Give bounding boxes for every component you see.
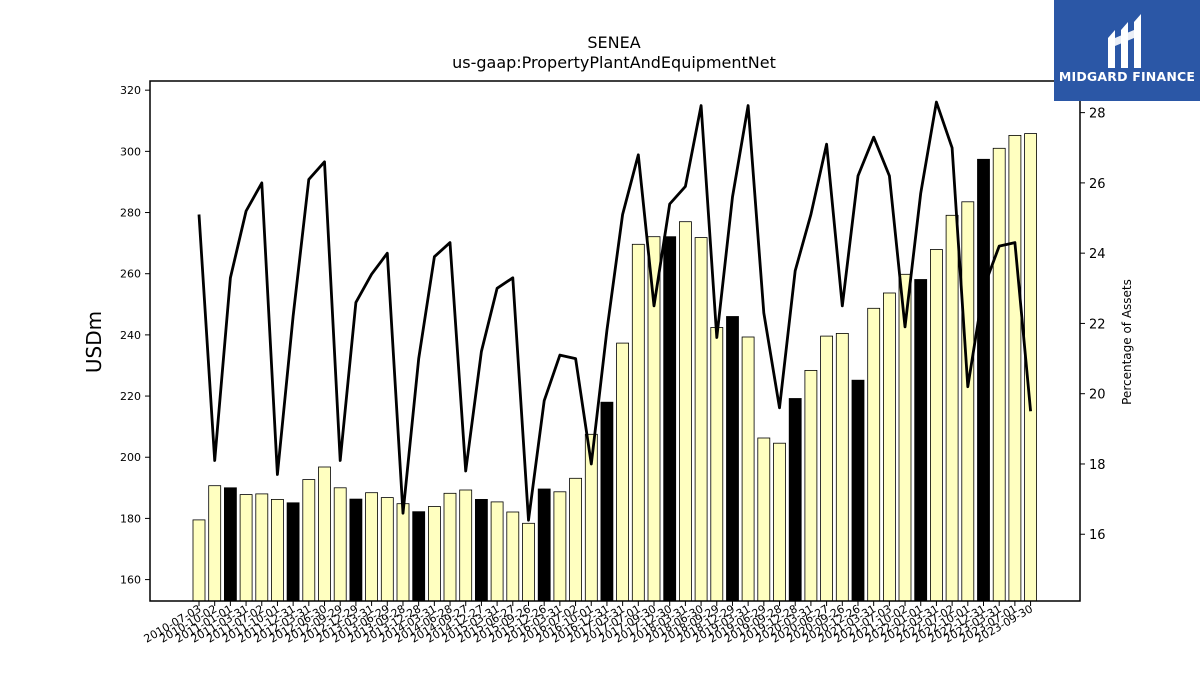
bar-2019-03-31 <box>741 336 755 602</box>
bar-2020-06-27 <box>820 335 833 602</box>
chart-subtitle: us-gaap:PropertyPlantAndEquipmentNet <box>452 53 776 72</box>
bar-2017-07-01 <box>631 243 645 602</box>
y-tick-label-left: 240 <box>120 329 141 342</box>
bar-2016-03-31 <box>553 491 567 602</box>
line-series <box>197 100 1032 522</box>
bar-2018-09-29 <box>710 327 724 602</box>
bar-2011-12-31 <box>286 502 300 602</box>
bar-2015-06-27 <box>506 511 520 602</box>
chart-title: SENEA <box>587 33 640 52</box>
y-tick-label-right: 20 <box>1089 388 1106 403</box>
bar-2020-09-26 <box>835 332 849 602</box>
x-axis-ticks: 2010-07-032010-10-022011-01-012011-03-31… <box>142 601 1035 646</box>
bar-2015-12-26 <box>537 488 551 602</box>
y-tick-label-right: 24 <box>1089 247 1106 262</box>
bar-2012-03-31 <box>302 479 316 602</box>
y-axis-label-left: USDm <box>82 311 106 373</box>
y-axis-right-ticks: 16 18 20 22 24 26 28 <box>1080 107 1106 543</box>
midgard-finance-logo: MIDGARD FINANCE <box>1054 0 1200 101</box>
logo-text: MIDGARD FINANCE <box>1058 69 1196 84</box>
y-tick-label-left: 200 <box>120 451 141 464</box>
bar-2010-07-03 <box>192 519 206 602</box>
bar-2019-09-28 <box>773 442 786 602</box>
y-tick-label-left: 300 <box>120 145 141 158</box>
y-axis-label-right: Percentage of Assets <box>1120 279 1134 405</box>
bar-2022-01-01 <box>914 279 928 602</box>
bar-2014-09-27 <box>459 489 473 602</box>
bar-2011-04-02 <box>239 494 253 602</box>
y-tick-label-left: 220 <box>120 390 141 403</box>
y-tick-label-right: 16 <box>1089 528 1106 543</box>
y-axis-left-ticks: 160 180 200 220 240 260 280 300 320 <box>120 84 150 587</box>
y-tick-label-left: 160 <box>120 574 141 587</box>
y-tick-label-left: 280 <box>120 207 141 220</box>
bar-2017-03-31 <box>616 342 629 602</box>
bar-2017-12-30 <box>663 236 677 602</box>
y-tick-label-right: 18 <box>1089 458 1106 473</box>
bar-2020-12-26 <box>851 379 865 602</box>
y-tick-label-left: 180 <box>120 512 141 525</box>
bar-2022-12-31 <box>977 158 990 602</box>
bar-2011-07-02 <box>255 493 269 602</box>
bar-2013-06-29 <box>380 497 394 602</box>
bar-2012-06-30 <box>318 466 331 602</box>
y-tick-label-right: 22 <box>1089 317 1106 332</box>
bar-2021-07-03 <box>883 292 896 602</box>
bar-2010-10-02 <box>208 485 222 602</box>
bar-2019-06-29 <box>757 437 771 602</box>
bar-series <box>192 133 1037 602</box>
y-tick-label-right: 28 <box>1089 107 1106 122</box>
bar-2013-03-31 <box>365 492 379 602</box>
percentage-line <box>197 100 1032 522</box>
bar-2015-09-26 <box>522 522 535 602</box>
bar-2013-09-28 <box>396 503 410 602</box>
bar-2012-09-29 <box>333 487 347 602</box>
bar-2023-03-31 <box>992 147 1006 602</box>
bar-2016-07-02 <box>569 477 582 602</box>
bar-2018-12-29 <box>726 316 739 602</box>
y-tick-label-right: 26 <box>1089 177 1106 192</box>
bar-2017-09-30 <box>647 236 661 602</box>
bar-2012-12-29 <box>349 498 363 602</box>
bar-2013-12-28 <box>412 511 426 602</box>
bar-2022-03-31 <box>930 249 943 602</box>
plot-frame <box>149 80 1081 602</box>
bar-2018-03-31 <box>679 221 692 602</box>
bar-2023-07-01 <box>1008 134 1022 602</box>
bar-2015-03-31 <box>490 501 504 602</box>
bar-2014-06-28 <box>443 492 457 602</box>
y-tick-label-left: 260 <box>120 268 141 281</box>
midgard-mark-icon <box>1108 14 1141 68</box>
bar-2022-10-01 <box>961 201 975 602</box>
bar-2020-03-31 <box>804 369 818 602</box>
bar-2014-03-31 <box>427 506 441 602</box>
bar-2016-12-31 <box>600 401 614 602</box>
bar-2022-07-02 <box>945 214 959 602</box>
bar-2011-10-01 <box>270 498 284 602</box>
y-tick-label-left: 320 <box>120 84 141 97</box>
bar-2021-03-31 <box>867 307 881 602</box>
bar-2014-12-27 <box>474 498 488 602</box>
bar-2019-12-28 <box>788 398 802 602</box>
bar-2018-06-30 <box>694 237 708 602</box>
bar-2010-12-31 <box>223 487 237 602</box>
